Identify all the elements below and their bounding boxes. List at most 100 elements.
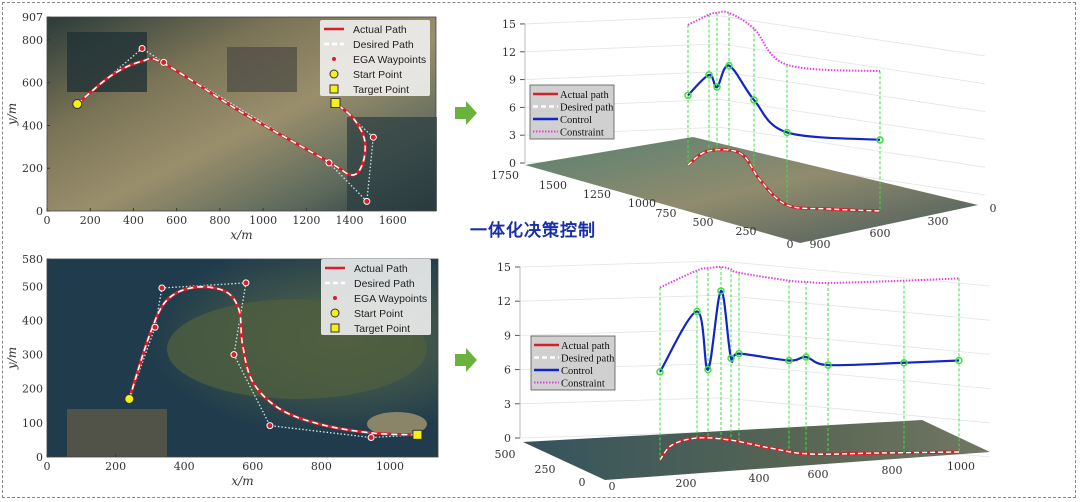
control-waypoint-marker: [725, 61, 733, 70]
grid-line: [519, 397, 991, 424]
x-tick-label: 200: [80, 214, 101, 227]
ega-waypoint-marker: [138, 44, 146, 52]
x-tick-label: 0: [44, 460, 51, 473]
legend-box: [321, 259, 431, 335]
z-tick-label: 15: [497, 261, 511, 274]
satellite-floor: [523, 420, 990, 480]
x-tick-label: 800: [311, 460, 332, 473]
x-tick-label: 300: [928, 215, 949, 228]
control-waypoint-marker: [684, 91, 692, 100]
y-tick-label: 500: [22, 280, 43, 293]
y-tick-label: 0: [579, 476, 586, 489]
desired-path-line: [76, 57, 367, 176]
target-point-marker: [412, 429, 423, 440]
y-tick-label: 0: [36, 205, 43, 218]
plant-buildings: [227, 47, 297, 92]
floor-actual-path: [658, 436, 960, 461]
z-tick-label: 6: [504, 364, 511, 377]
control-waypoint-marker: [705, 71, 713, 79]
x-tick-label: 200: [676, 477, 697, 490]
control-waypoint-marker: [783, 128, 791, 137]
y-axis-label: y/m: [5, 103, 19, 126]
ega-waypoint-marker: [151, 323, 159, 331]
legend: Actual Path Desired Path EGA Waypoints Star…: [320, 20, 430, 96]
x-tick-label: 800: [209, 214, 230, 227]
legend-label: Desired path: [561, 354, 615, 365]
control-waypoint-marker: [750, 96, 758, 104]
control-waypoint-marker: [693, 307, 701, 316]
control-waypoint-marker: [713, 83, 721, 91]
target-point-marker: [330, 97, 341, 108]
satellite-floor: [525, 137, 978, 243]
port-land: [67, 409, 167, 457]
grid-line: [519, 294, 991, 321]
y-tick-label: 1750: [491, 169, 519, 182]
legend-box: [320, 20, 430, 96]
harbor-water: [67, 32, 147, 92]
constraint-line: [659, 265, 960, 289]
legend: Actual Path Desired Path EGA Waypoints Star…: [321, 259, 431, 335]
y-tick-label: 250: [736, 225, 757, 238]
x-tick-label: 600: [808, 468, 829, 481]
floor-desired-path: [687, 148, 881, 212]
control-waypoint-marker: [785, 356, 793, 365]
z-tick-label: 3: [509, 129, 516, 142]
ega-waypoint-marker: [325, 159, 333, 167]
legend-label: Desired path: [560, 103, 614, 114]
y-tick-label: 300: [22, 349, 43, 362]
x-tick-label: 200: [105, 460, 126, 473]
z-tick-label: 9: [509, 74, 516, 87]
small-island: [367, 412, 427, 436]
legend-label: EGA Waypoints: [353, 54, 426, 66]
legend-label: Start Point: [354, 308, 403, 320]
legend-target-swatch: [330, 323, 340, 333]
x-tick-label: 1000: [376, 460, 404, 473]
grid-line: [519, 260, 991, 287]
legend-label: Target Point: [353, 84, 409, 96]
control-3d-plot-4: 0 3 6 9 12 15 500 250 0 0 200 400 600 800 1000 Actual p…: [495, 260, 991, 493]
x-tick-label: 900: [810, 238, 831, 251]
control-waypoint-marker: [900, 359, 908, 367]
y-tick-label: 1000: [628, 197, 656, 210]
y-tick-label: 400: [22, 314, 43, 327]
control-waypoint-marker: [727, 354, 735, 362]
legend-label: Actual path: [561, 341, 610, 352]
z-tick-label: 12: [502, 46, 516, 59]
x-tick-label: 1000: [249, 214, 277, 227]
grid-line: [519, 328, 991, 355]
y-axis-label: y/m: [5, 347, 19, 370]
plot-frame: [46, 16, 437, 212]
caption-integrated-decision-control: 一体化决策控制: [470, 221, 596, 241]
legend-label: Control: [560, 115, 592, 126]
x-tick-label: 800: [882, 464, 903, 477]
control-waypoint-marker: [955, 356, 963, 365]
control-waypoint-marker: [735, 349, 743, 358]
path-plot-2: 0 200 400 600 800 1000 0 100 200 300 400 500 580 x/m y…: [5, 253, 439, 488]
legend-label: Constraint: [561, 379, 605, 390]
legend-label: EGA Waypoints: [354, 293, 427, 305]
x-tick-label: 1600: [379, 214, 407, 227]
legend-label: Desired Path: [354, 278, 415, 290]
x-tick-label: 400: [749, 472, 770, 485]
start-point-marker: [72, 99, 83, 110]
y-tick-label: 0: [36, 451, 43, 464]
y-tick-label: 907: [22, 11, 43, 24]
ega-waypoint-marker: [367, 434, 375, 442]
z-tick-label: 15: [502, 18, 516, 31]
control-line: [687, 64, 881, 141]
legend-label: Target Point: [354, 323, 410, 335]
z-tick-label: 0: [504, 432, 511, 445]
grid-line: [524, 15, 986, 57]
z-tick-label: 9: [504, 329, 511, 342]
control-line: [659, 289, 960, 373]
y-tick-label: 1250: [583, 188, 611, 201]
legend-label: Actual Path: [353, 24, 407, 36]
ega-waypoint-marker: [266, 422, 274, 430]
x-tick-label: 1400: [336, 214, 364, 227]
legend-waypoint-swatch: [333, 296, 337, 300]
ega-waypoint-marker: [369, 133, 377, 141]
y-tick-label: 500: [693, 216, 714, 229]
z-tick-label: 3: [504, 398, 511, 411]
